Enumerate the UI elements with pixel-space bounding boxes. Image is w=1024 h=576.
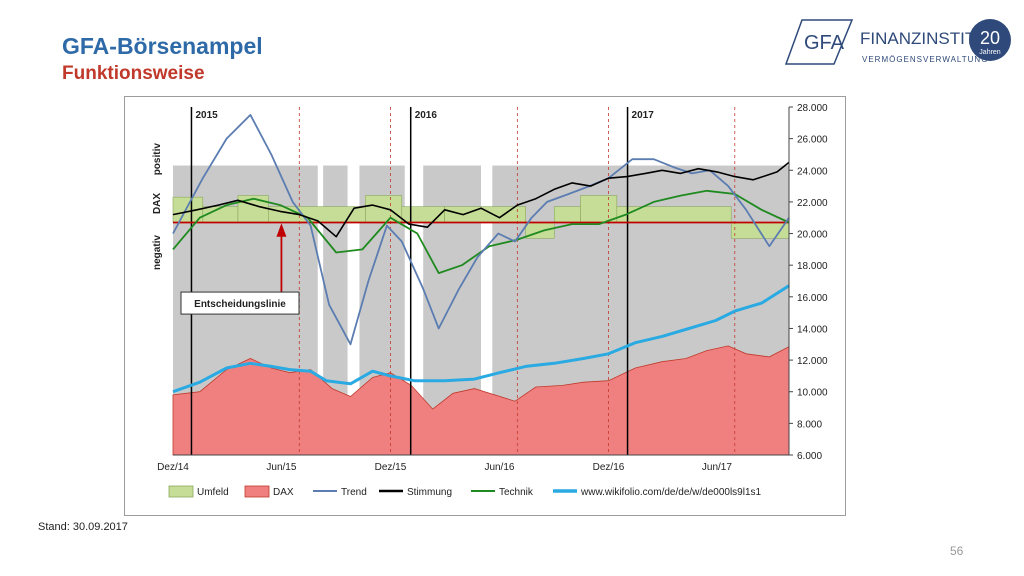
boersenampel-chart: Entscheidungslinie 2015 2016 2017 28.000 26.0… — [152, 103, 828, 498]
legend-swatch — [244, 485, 270, 498]
dax-area — [172, 345, 790, 456]
technik-line — [172, 189, 790, 274]
y-tick-label: 26.000 — [797, 135, 828, 146]
gfa-badge-icon: GFA — [784, 19, 854, 65]
logo-tagline: Vermögensverwaltung — [862, 55, 988, 64]
y-tick-label: 12.000 — [797, 356, 828, 367]
legend-swatch — [168, 485, 194, 498]
legend-label: www.wikifolio.com/de/de/w/de000ls9l1s1 — [580, 487, 762, 498]
anniversary-badge-icon: 20 Jahren — [969, 19, 1011, 61]
annotation-box — [180, 291, 300, 315]
y-tick-label: 16.000 — [797, 293, 828, 304]
x-tick-label: Jun/15 — [266, 462, 296, 473]
anniversary-text: Jahren — [979, 49, 1001, 56]
x-tick-label: Jun/16 — [484, 462, 514, 473]
page-subtitle: Funktionsweise — [62, 63, 205, 84]
umfeld-bar — [616, 206, 732, 223]
page-title: GFA-Börsenampel — [62, 33, 263, 59]
y-tick-label: 24.000 — [797, 166, 828, 177]
y-tick-label: 14.000 — [797, 324, 828, 335]
x-tick-label: Dez/16 — [593, 462, 625, 473]
anniversary-number: 20 — [980, 28, 1000, 48]
umfeld-bar — [553, 206, 581, 223]
logo-name-part1: Finanz — [860, 29, 921, 48]
umfeld-bar — [580, 195, 618, 223]
umfeld-bar — [365, 195, 403, 223]
legend-label: DAX — [273, 487, 294, 498]
x-tick-label: Dez/15 — [375, 462, 407, 473]
y-tick-label: 20.000 — [797, 230, 828, 241]
y-tick-label: 8.000 — [797, 419, 822, 430]
legend-label: Umfeld — [197, 487, 229, 498]
legend-label: Stimmung — [407, 487, 452, 498]
chart-frame: Entscheidungslinie 2015 2016 2017 28.000 26.0… — [124, 96, 846, 516]
annotation-label: Entscheidungslinie — [194, 299, 286, 310]
legend-label: Technik — [499, 487, 534, 498]
trend-line — [172, 114, 790, 346]
left-label-top: positiv — [152, 143, 163, 176]
legend-label: Trend — [341, 487, 367, 498]
year-label: 2016 — [415, 110, 438, 121]
left-label-bottom: negativ — [152, 235, 163, 270]
y-tick-label: 22.000 — [797, 198, 828, 209]
x-tick-label: Jun/17 — [702, 462, 732, 473]
y-tick-label: 28.000 — [797, 103, 828, 114]
year-label: 2017 — [632, 110, 655, 121]
y-tick-label: 18.000 — [797, 261, 828, 272]
logo-badge-text: GFA — [804, 32, 845, 54]
y-tick-label: 10.000 — [797, 388, 828, 399]
gfa-logo: GFA FinanzInstitut Vermögensverwaltung 2… — [784, 19, 1011, 65]
left-label-middle: DAX — [152, 193, 163, 214]
stimmung-line — [172, 161, 790, 238]
stand-date: Stand: 30.09.2017 — [38, 521, 128, 533]
year-label: 2015 — [195, 110, 218, 121]
umfeld-bar — [401, 206, 445, 223]
page-number: 56 — [950, 544, 964, 558]
umfeld-bar — [444, 206, 526, 223]
annotation-arrowhead — [276, 223, 287, 237]
x-tick-label: Dez/14 — [157, 462, 189, 473]
y-tick-label: 6.000 — [797, 451, 822, 462]
wikifolio-line — [172, 284, 790, 394]
